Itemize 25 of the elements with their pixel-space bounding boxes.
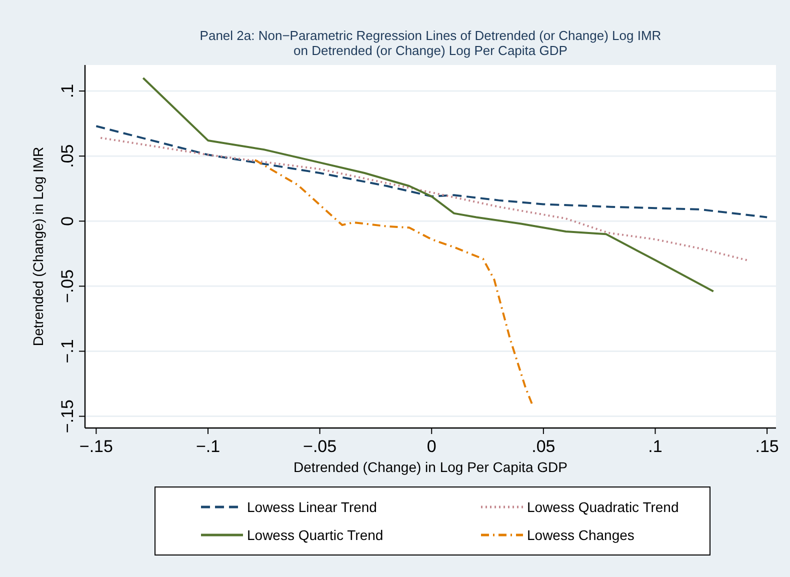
line-series [142, 77, 714, 292]
y-tick-label: .05 [58, 144, 77, 168]
line-series [95, 125, 768, 218]
x-axis-title: Detrended (Change) in Log Per Capita GDP [294, 459, 568, 475]
legend-label: Lowess Linear Trend [247, 499, 377, 515]
legend-label: Lowess Changes [527, 527, 634, 543]
legend-label: Lowess Quartic Trend [247, 527, 384, 543]
chart-title: Panel 2a: Non−Parametric Regression Lines of Detrended (or Change) Log IMR [200, 28, 662, 43]
chart-subtitle: on Detrended (or Change) Log Per Capita GDP [294, 43, 568, 58]
legend-label: Lowess Quadratic Trend [527, 499, 679, 515]
y-tick-label: −.15 [58, 400, 77, 434]
y-tick-label: −.05 [58, 269, 77, 303]
x-tick-label: .1 [648, 437, 662, 456]
x-tick-label: .05 [532, 437, 556, 456]
line-series [100, 136, 748, 262]
x-tick-label: 0 [426, 437, 436, 456]
y-tick-label: −.1 [58, 339, 77, 364]
x-tick-label: .15 [755, 437, 779, 456]
x-tick-label: −.05 [303, 437, 337, 456]
y-tick-label: .1 [58, 84, 77, 98]
x-tick-label: −.15 [79, 437, 113, 456]
y-tick-label: 0 [58, 216, 77, 226]
x-tick-label: −.1 [196, 437, 220, 456]
line-series [254, 158, 534, 406]
y-axis-title: Detrended (Change) in Log IMR [30, 146, 46, 346]
